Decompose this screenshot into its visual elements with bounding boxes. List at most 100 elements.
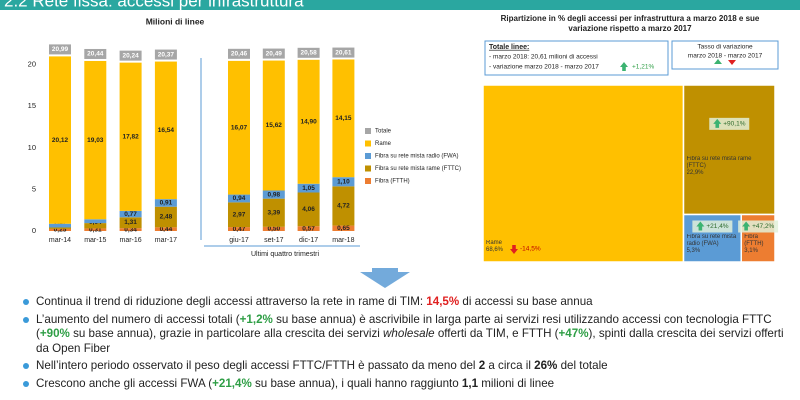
segment-label: 14,15 <box>335 115 352 122</box>
bullet-text: +1,2% <box>239 312 273 326</box>
y-tick-label: 0 <box>32 226 36 235</box>
charts: 2.2 Rete fissa: accessi per infrastruttu… <box>0 0 800 288</box>
summary-line: - marzo 2018: 20,61 milioni di accessi <box>489 54 598 61</box>
bullet-text: su base annua), i quali hanno raggiunto <box>251 376 462 390</box>
change-arrow <box>620 62 628 71</box>
segment-label: 20,12 <box>52 137 69 144</box>
total-box <box>262 48 285 59</box>
x-tick-label: mar-18 <box>332 237 354 244</box>
segment-label: 0,34 <box>124 226 137 233</box>
total-label: 20,99 <box>52 46 69 53</box>
change-arrow <box>713 118 722 128</box>
cell-value: 3,1% <box>744 248 758 255</box>
bullet-text: 14,5% <box>426 295 460 308</box>
y-tick-label: 15 <box>28 101 36 110</box>
cell-value: 68,6% <box>486 247 504 253</box>
segment-label: 3,39 <box>267 209 280 216</box>
total-label: 20,49 <box>266 50 283 57</box>
x-tick-label: mar-17 <box>155 237 177 244</box>
total-label: 20,37 <box>158 51 175 58</box>
total-box <box>84 48 107 59</box>
legend-label: Totale <box>375 129 392 135</box>
cell-change: +90,1% <box>723 121 745 128</box>
bullet-text: Continua il trend di riduzione degli acc… <box>36 295 427 308</box>
bar-segment <box>154 206 177 228</box>
legend-box <box>671 40 779 70</box>
cell-name: Rame <box>486 240 503 246</box>
legend-label: Fibra su rete mista rame (FTTC) <box>375 166 461 172</box>
bar-segment <box>297 183 320 193</box>
bullet-text: su base annua), grazie in particolare al… <box>69 327 384 340</box>
segment-label: 0,94 <box>233 195 246 202</box>
segment-label: 0,98 <box>267 191 280 198</box>
bullet-text: 26% <box>534 359 558 372</box>
summary-line: - variazione marzo 2018 - marzo 2017 <box>489 64 599 71</box>
bullet-text: +47% <box>558 327 589 340</box>
legend-swatch <box>365 153 371 159</box>
bullet-text: del totale <box>557 359 608 372</box>
segment-label: 2,97 <box>233 211 246 218</box>
segment-label: 1,05 <box>302 185 315 192</box>
cell-value: 5,3% <box>686 248 701 255</box>
cell-label-box: Fibra (FTTH)3,1% <box>744 234 763 255</box>
bar-segment <box>262 190 285 199</box>
bar-segment <box>119 62 142 211</box>
cell-value: 22,9% <box>686 170 704 177</box>
y-tick-label: 20 <box>28 60 36 69</box>
cell-change: -14,5% <box>520 246 541 253</box>
legend-label: Rame <box>375 141 392 147</box>
bullet: Crescono anche gli accessi FWA (+21,4% s… <box>22 377 792 392</box>
bullet-text: Nell’intero periodo osservato il peso de… <box>36 359 479 372</box>
bullet-text: L’aumento del numero di accessi totali ( <box>36 312 240 326</box>
segment-label: 1,10 <box>337 178 350 185</box>
legend-title: Tasso di variazione <box>697 44 753 51</box>
header-bar <box>0 0 800 10</box>
bar-segment <box>154 227 177 231</box>
segment-label: 2,48 <box>160 214 173 221</box>
cell-label-box: Fibra su rete mista radio (FWA)5,3% <box>686 234 737 255</box>
change-arrow <box>696 221 705 231</box>
total-label: 20,58 <box>300 50 317 57</box>
down-arrow <box>360 268 410 288</box>
bullet-text: +90% <box>39 327 70 340</box>
bar-segment <box>332 177 355 187</box>
segment-label: 0,31 <box>89 226 102 233</box>
cell-label-box: Fibra su rete mista rame (FTTC)22,9% <box>686 156 752 177</box>
legend-arrow <box>728 60 736 65</box>
bullet: Nell’intero periodo osservato il peso de… <box>22 359 792 374</box>
segment-label: 14,90 <box>300 119 317 126</box>
segment-label: 1,31 <box>124 219 137 226</box>
segment-label: 0,65 <box>337 225 350 232</box>
treemap-cell <box>682 84 776 216</box>
bullet-text: a circa il <box>485 359 535 372</box>
bullet-text: 1,1 <box>461 376 479 390</box>
bar-segment <box>262 198 285 227</box>
bar-segment <box>332 59 355 178</box>
x-tick-label: set-17 <box>264 237 284 244</box>
bullet-text: Crescono anche gli accessi FWA ( <box>36 376 213 390</box>
segment-label: 0,91 <box>160 200 173 207</box>
bar-segment <box>49 223 71 228</box>
segment-label: 0,77 <box>124 211 137 218</box>
bar-segment <box>332 225 355 231</box>
bar-segment <box>228 60 250 195</box>
bullet-text: 2 <box>478 359 486 372</box>
change-arrow <box>742 221 751 231</box>
legend-swatch <box>365 178 371 184</box>
bullet: L’aumento del numero di accessi totali (… <box>22 313 792 357</box>
bullet-text: wholesale <box>383 327 435 340</box>
legend-label: Fibra (FTTH) <box>375 179 410 185</box>
bar-segment <box>119 228 142 231</box>
segment-label: 16,07 <box>231 124 248 131</box>
cell-change: +21,4% <box>706 223 728 230</box>
bullet-text: su base annua) è ascrivibile in larga pa… <box>36 312 772 341</box>
legend-swatch <box>365 128 371 134</box>
bar-segment <box>154 61 177 200</box>
summary-change: +1,21% <box>632 64 654 71</box>
bar-segment <box>119 217 142 229</box>
bullet-text: +21,4% <box>212 376 252 390</box>
total-box <box>332 47 355 58</box>
bar-segment <box>297 59 320 184</box>
x-tick-label: mar-15 <box>84 237 106 244</box>
change-box <box>738 220 779 233</box>
